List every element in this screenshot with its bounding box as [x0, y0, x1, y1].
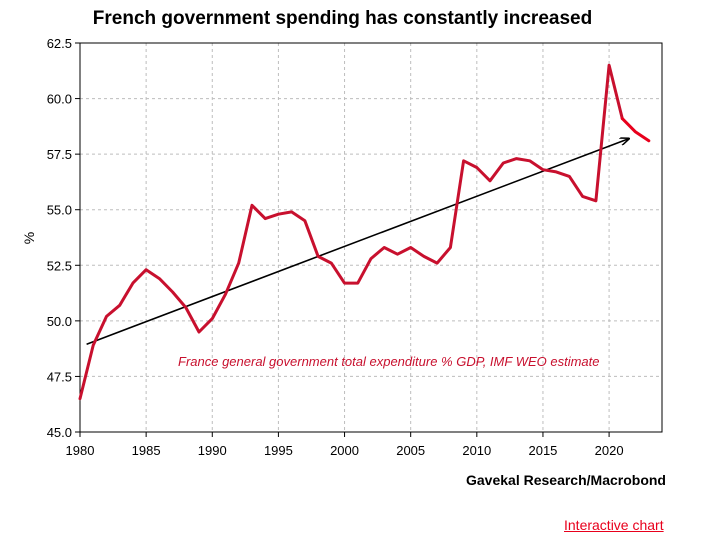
series-line-actual: [78, 63, 624, 401]
x-tick-label: 1990: [198, 443, 227, 458]
source-credit: Gavekal Research/Macrobond: [466, 472, 666, 488]
y-axis-label: %: [21, 232, 37, 244]
y-tick-label: 57.5: [47, 147, 72, 162]
chart-title: French government spending has constantl…: [92, 8, 593, 29]
trend-arrow: [86, 139, 629, 345]
x-tick-label: 1985: [132, 443, 161, 458]
trend-layer: [86, 139, 629, 345]
y-tick-label: 45.0: [47, 425, 72, 440]
interactive-chart-link[interactable]: Interactive chart: [564, 517, 664, 533]
x-tick-label: 2005: [396, 443, 425, 458]
y-tick-label: 47.5: [47, 369, 72, 384]
y-tick-label: 62.5: [47, 36, 72, 51]
y-tick-label: 60.0: [47, 92, 72, 107]
x-tick-label: 1995: [264, 443, 293, 458]
y-tick-label: 55.0: [47, 203, 72, 218]
x-tick-label: 2000: [330, 443, 359, 458]
y-tick-label: 52.5: [47, 258, 72, 273]
series-layer: [78, 63, 651, 401]
x-tick-label: 2020: [595, 443, 624, 458]
plot-frame: [79, 42, 663, 433]
x-tick-label: 2015: [528, 443, 557, 458]
x-tick-label: 2010: [462, 443, 491, 458]
x-tick-label: 1980: [66, 443, 95, 458]
series-annotation: France general government total expendit…: [178, 354, 600, 369]
y-tick-label: 50.0: [47, 314, 72, 329]
series-line-estimate: [620, 117, 651, 143]
ticks-layer: 1980 1985 1990 1995 2000 2005 2010 2015 2020 45.0…: [47, 36, 624, 458]
grid-layer: [80, 43, 662, 432]
